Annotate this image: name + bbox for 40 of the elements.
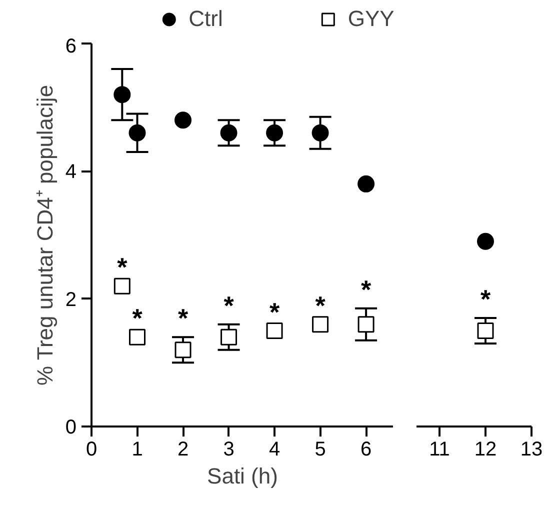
- annotation: *: [360, 274, 372, 304]
- x-axis-title: Sati (h): [207, 464, 278, 488]
- point: [266, 124, 284, 142]
- x-tick-label: 13: [520, 438, 543, 460]
- point: [358, 175, 375, 192]
- x-tick-label: 4: [268, 438, 280, 460]
- y-tick-label: 2: [65, 288, 76, 311]
- point: [312, 124, 329, 142]
- point: [174, 342, 192, 358]
- x-tick-label: 12: [474, 438, 497, 460]
- point: [129, 328, 146, 346]
- annotation: *: [117, 252, 128, 282]
- annotation: *: [178, 303, 189, 334]
- x-tick-label: 11: [429, 438, 450, 460]
- annotation: *: [269, 296, 280, 327]
- point: [128, 124, 146, 142]
- point: [114, 86, 131, 104]
- point: [174, 112, 192, 129]
- annotation: *: [480, 284, 492, 314]
- point: [220, 328, 238, 346]
- point: [114, 278, 130, 294]
- x-tick-label: 0: [86, 438, 98, 460]
- point: [266, 322, 283, 339]
- legend-label: Ctrl: [188, 5, 223, 33]
- x-tick-label: 1: [132, 438, 143, 460]
- annotation: *: [224, 290, 235, 320]
- y-tick-label: 6: [65, 36, 76, 58]
- x-tick-label: 5: [314, 438, 326, 460]
- y-tick-label: 4: [65, 161, 76, 184]
- y-axis-title: % Treg unutar CD4⁺ populacije: [32, 84, 58, 386]
- x-tick-label: 3: [223, 438, 234, 460]
- point: [220, 124, 238, 142]
- point: [312, 316, 329, 333]
- y-tick-label: 0: [65, 416, 76, 438]
- point: [358, 316, 374, 333]
- annotation: *: [132, 303, 144, 334]
- legend-label: GYY: [348, 5, 394, 33]
- annotation: *: [315, 290, 326, 320]
- x-tick-label: 6: [360, 438, 372, 460]
- x-tick-label: 2: [177, 438, 189, 460]
